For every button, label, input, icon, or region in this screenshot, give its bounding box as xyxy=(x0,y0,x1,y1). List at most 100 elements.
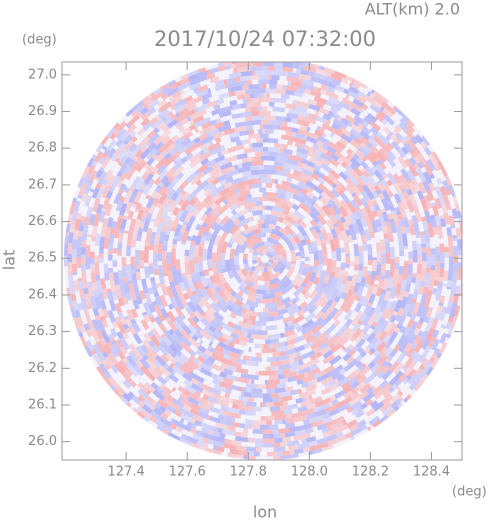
echo-cell xyxy=(204,194,214,203)
echo-cell xyxy=(432,226,439,236)
echo-cell xyxy=(203,147,210,154)
echo-cell xyxy=(194,271,200,277)
echo-cell xyxy=(105,226,112,236)
echo-cell xyxy=(307,388,317,396)
echo-cell xyxy=(229,398,234,404)
echo-cell xyxy=(133,191,143,203)
echo-cell xyxy=(400,138,408,145)
echo-cell xyxy=(313,406,322,413)
echo-cell xyxy=(268,424,272,430)
echo-cell xyxy=(216,151,223,157)
echo-cell xyxy=(273,401,284,407)
echo-cell xyxy=(337,115,343,122)
echo-cell xyxy=(214,154,226,164)
echo-cell xyxy=(425,366,434,376)
echo-cell xyxy=(102,308,110,319)
echo-cell xyxy=(266,93,270,98)
echo-cell xyxy=(321,142,329,150)
echo-cell xyxy=(240,70,253,77)
echo-cell xyxy=(83,323,91,331)
echo-cell xyxy=(173,103,187,114)
echo-cell xyxy=(215,301,228,313)
echo-cell xyxy=(182,292,190,301)
echo-cell xyxy=(370,197,377,203)
echo-cell xyxy=(221,428,235,436)
echo-cell xyxy=(174,409,183,418)
echo-cell xyxy=(199,242,205,248)
echo-cell xyxy=(117,321,127,335)
echo-cell xyxy=(229,224,240,236)
echo-cell xyxy=(158,322,167,333)
echo-cell xyxy=(262,433,271,439)
echo-cell xyxy=(348,376,358,386)
echo-cell xyxy=(279,207,285,214)
echo-cell xyxy=(322,253,328,266)
echo-cell xyxy=(216,375,225,382)
echo-cell xyxy=(297,355,302,361)
echo-cell xyxy=(147,180,154,188)
echo-cell xyxy=(109,132,117,141)
echo-cell xyxy=(234,76,241,82)
echo-cell xyxy=(189,77,201,86)
echo-cell xyxy=(136,235,142,242)
echo-cell xyxy=(296,378,304,385)
echo-cell xyxy=(263,62,274,67)
echo-cell xyxy=(304,263,310,268)
echo-cell xyxy=(293,356,300,363)
echo-cell xyxy=(226,364,237,372)
echo-cell xyxy=(271,410,284,416)
echo-cell xyxy=(219,371,228,379)
echo-cell xyxy=(309,353,320,361)
echo-cell xyxy=(402,326,411,337)
echo-cell xyxy=(223,410,232,417)
echo-cell xyxy=(121,183,127,188)
echo-cell xyxy=(319,341,330,351)
echo-cell xyxy=(120,120,128,128)
echo-cell xyxy=(189,254,194,261)
echo-cell xyxy=(98,170,108,183)
echo-cell xyxy=(248,207,253,213)
echo-cell xyxy=(251,205,263,212)
echo-cell xyxy=(252,224,259,231)
echo-cell xyxy=(271,178,276,184)
echo-cell xyxy=(406,293,414,305)
echo-cell xyxy=(378,134,390,146)
echo-cell xyxy=(312,202,325,215)
echo-cell xyxy=(440,324,447,329)
echo-cell xyxy=(346,234,353,243)
echo-cell xyxy=(225,155,238,164)
echo-cell xyxy=(371,210,379,218)
echo-cell xyxy=(223,78,228,85)
echo-cell xyxy=(356,209,365,220)
echo-cell xyxy=(141,404,153,414)
y-tick-label: 26.5 xyxy=(28,251,57,266)
echo-cell xyxy=(280,93,290,100)
echo-cell xyxy=(349,128,363,140)
echo-cell xyxy=(265,339,271,344)
echo-cell xyxy=(421,267,427,277)
echo-cell xyxy=(157,253,163,262)
echo-cell xyxy=(231,228,243,240)
echo-cell xyxy=(193,87,200,94)
echo-cell xyxy=(298,64,305,70)
echo-cell xyxy=(389,286,397,300)
echo-cell xyxy=(430,265,436,271)
echo-cell xyxy=(462,263,466,266)
echo-cell xyxy=(380,299,388,309)
echo-cell xyxy=(400,279,407,292)
echo-cell xyxy=(237,386,243,392)
echo-cell xyxy=(372,135,384,146)
echo-cell xyxy=(194,107,200,114)
echo-cell xyxy=(67,243,73,255)
echo-cell xyxy=(251,111,260,117)
echo-cell xyxy=(250,392,263,398)
echo-cell xyxy=(172,365,185,377)
echo-cell xyxy=(191,278,198,285)
y-tick-label: 26.3 xyxy=(28,324,57,339)
echo-cell xyxy=(376,189,382,195)
echo-cell xyxy=(413,380,424,392)
echo-cell xyxy=(245,234,258,245)
echo-cell xyxy=(334,434,347,444)
echo-cell xyxy=(459,222,462,235)
echo-cell xyxy=(126,264,131,271)
